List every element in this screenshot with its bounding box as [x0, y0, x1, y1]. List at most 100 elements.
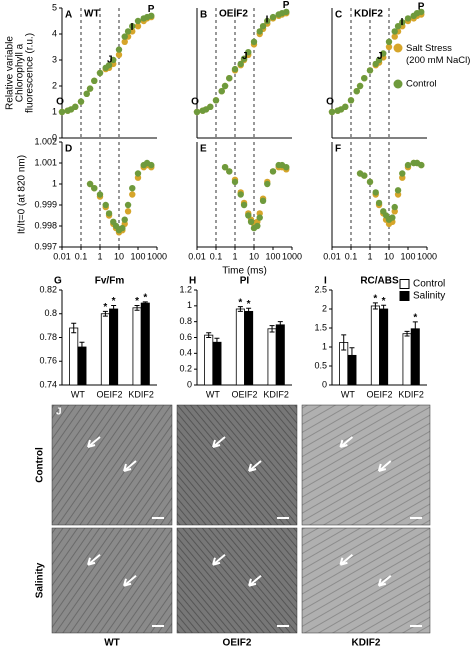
- significance-mark: *: [143, 293, 147, 304]
- error-bar: [102, 310, 108, 317]
- data-point: [250, 38, 258, 45]
- phase-label: P: [283, 0, 290, 11]
- panel-title: RC/ABS: [360, 276, 399, 287]
- error-bar: [134, 304, 140, 311]
- x-tick-label: OEIF2: [96, 389, 122, 399]
- data-point: [121, 38, 128, 45]
- y-tick-label: 0.997: [34, 241, 57, 251]
- error-bar: [381, 304, 387, 314]
- data-point: [129, 191, 136, 198]
- x-tick-label: 1: [367, 251, 372, 261]
- error-bar: [237, 306, 243, 312]
- arrow: [123, 460, 137, 472]
- data-point: [105, 61, 113, 69]
- y-tick-label: 0.76: [39, 356, 57, 366]
- data-point: [283, 8, 290, 16]
- data-point: [91, 77, 98, 85]
- arrow: [123, 574, 137, 587]
- data-point: [91, 185, 98, 192]
- y-tick-label: 3: [52, 54, 57, 64]
- data-point: [221, 82, 229, 90]
- legend-swatch: [393, 79, 403, 89]
- column-label: OEIF2: [223, 638, 252, 649]
- data-point: [240, 55, 248, 62]
- y-tick-label: 0.4: [179, 348, 192, 358]
- data-point: [240, 201, 248, 209]
- y-tick-label: 0.8: [179, 316, 192, 326]
- data-point: [245, 212, 252, 219]
- data-point: [394, 23, 402, 30]
- error-bar: [349, 347, 355, 364]
- data-point: [391, 33, 398, 40]
- data-point: [121, 216, 128, 223]
- data-point: [385, 38, 393, 45]
- error-bar: [341, 334, 347, 351]
- x-tick-label: 0.1: [75, 251, 88, 261]
- data-point: [245, 49, 252, 56]
- significance-mark: *: [413, 313, 417, 324]
- panel-title: PI: [240, 276, 250, 287]
- data-point: [269, 168, 277, 175]
- data-point: [124, 208, 132, 215]
- data-point: [418, 8, 425, 16]
- x-tick-label: WT: [206, 389, 220, 399]
- y-tick-label: 0: [322, 379, 327, 389]
- x-tick-label: 0.01: [323, 251, 341, 261]
- micrograph: [176, 404, 298, 526]
- data-point: [110, 56, 117, 64]
- data-point: [391, 203, 398, 211]
- data-point: [134, 17, 142, 25]
- data-point: [218, 88, 225, 95]
- data-point: [124, 201, 132, 209]
- bar: [132, 307, 142, 386]
- micrograph: [301, 527, 431, 634]
- x-tick-label: 0.01: [188, 251, 206, 261]
- data-point: [328, 108, 336, 116]
- data-point: [353, 88, 360, 95]
- data-point: [119, 224, 126, 232]
- x-tick-label: WT: [71, 389, 85, 399]
- data-point: [96, 69, 104, 77]
- bar: [77, 346, 87, 386]
- data-point: [226, 168, 233, 175]
- legend-label: Salt Stress (200 mM NaCl): [406, 43, 470, 66]
- y-tick-label: 1.001: [34, 157, 57, 167]
- data-point: [366, 178, 374, 186]
- significance-mark: *: [238, 297, 242, 308]
- panel-letter: D: [65, 144, 72, 155]
- data-point: [256, 214, 263, 221]
- data-point: [72, 103, 79, 111]
- bar: [235, 308, 245, 386]
- y-tick-label: 0: [52, 132, 57, 142]
- x-tick-label: 100: [130, 251, 145, 261]
- data-point: [399, 170, 406, 177]
- bar: [410, 328, 420, 386]
- y-tick-label: 0.2: [179, 364, 192, 374]
- data-point: [102, 201, 109, 209]
- error-bar: [214, 337, 220, 347]
- data-point: [404, 15, 412, 22]
- data-point: [366, 67, 374, 74]
- bar: [379, 308, 389, 386]
- arrow: [377, 460, 392, 472]
- data-point: [226, 75, 233, 82]
- data-point: [148, 161, 155, 169]
- panel-title: OEIF2: [219, 9, 248, 20]
- bar: [212, 341, 222, 386]
- y-tick-label: 1: [322, 341, 327, 351]
- y-tick-label: 0.78: [39, 332, 57, 342]
- data-point: [361, 172, 368, 179]
- bar: [275, 324, 285, 386]
- data-point: [83, 90, 90, 98]
- data-point: [231, 178, 239, 186]
- data-point: [58, 108, 66, 116]
- data-point: [231, 65, 239, 73]
- data-point: [96, 191, 104, 198]
- data-point: [389, 214, 396, 221]
- data-point: [404, 161, 412, 169]
- data-point: [372, 189, 379, 196]
- data-point: [129, 23, 136, 30]
- data-point: [264, 180, 271, 188]
- significance-mark: *: [103, 302, 107, 313]
